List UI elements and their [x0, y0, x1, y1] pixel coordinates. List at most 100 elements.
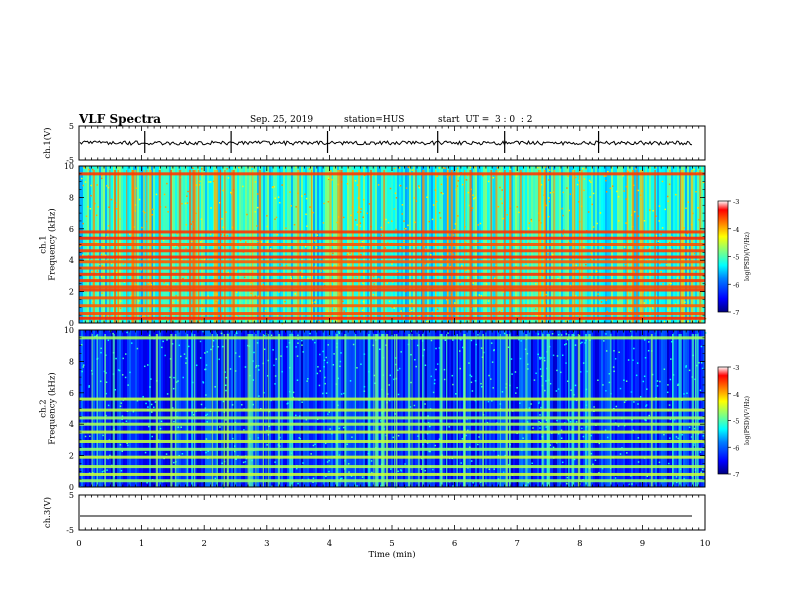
ch1-spectrogram-speckle — [566, 187, 568, 189]
ch1-spectrogram-speckle — [600, 301, 603, 303]
ch2-spectrogram-speckle — [667, 384, 669, 386]
ch2-spectrogram-speckle — [338, 332, 340, 335]
ch2-spectrogram-column — [83, 330, 86, 487]
ch2-spectrogram-column — [287, 330, 290, 487]
ch1-spectrogram-speckle — [567, 175, 569, 178]
ch2-spectrogram-column — [607, 330, 610, 487]
ch2-spectrogram-speckle — [119, 405, 122, 408]
ch1-spectrogram-speckle — [110, 198, 113, 201]
ch1-spectrogram-speckle — [209, 181, 212, 183]
ch2-spectrogram-speckle — [221, 345, 224, 348]
ch2-spectrogram-column — [265, 330, 268, 487]
ch2-spectrogram-column — [95, 330, 98, 487]
ch2-spectrogram-speckle — [514, 371, 517, 373]
ch2-spectrogram-speckle — [231, 437, 234, 440]
ch1-spectrogram-speckle — [598, 299, 601, 301]
ch1-spectrogram-speckle — [658, 220, 661, 222]
ch2-spectrogram-speckle — [328, 459, 330, 462]
ch1-spectrogram-speckle — [609, 187, 612, 190]
ch2-spectrogram-speckle — [173, 376, 175, 379]
ch1-spectrogram-speckle — [658, 205, 661, 207]
ch1-spectrogram-speckle — [306, 225, 308, 227]
ch2-spectrogram-column — [701, 330, 704, 487]
ch2-spectrogram-column — [581, 330, 584, 487]
ch2-spectrogram-column — [569, 330, 572, 487]
ch2-spectrogram-speckle — [256, 342, 259, 344]
ch2-spectrogram-speckle — [271, 485, 273, 488]
ch1-spectrogram-streak — [639, 170, 642, 323]
ch1-spectrogram-speckle — [396, 270, 399, 272]
ch1-spectrogram-speckle — [360, 245, 363, 247]
ch2-spectrogram-column — [147, 330, 150, 487]
ch1-spectrogram-speckle — [180, 258, 183, 261]
ch2-spectrogram-speckle — [460, 462, 462, 464]
ch2-spectrogram-speckle — [234, 370, 237, 372]
ch2-spectrogram-speckle — [430, 339, 433, 342]
ch1-spectrogram-speckle — [372, 275, 375, 278]
ch2-spectrogram-column — [591, 330, 594, 487]
ch1-spectrogram-streak — [446, 170, 448, 323]
ch1-spectrogram-speckle — [362, 198, 365, 201]
ch1-spectrogram-streak — [636, 170, 638, 323]
ch2-spectrogram-column — [645, 330, 648, 487]
ch2-spectrogram-column — [173, 330, 176, 487]
ch2-spectrogram-column — [231, 330, 234, 487]
ch1-spectrogram-speckle — [548, 169, 551, 171]
ch1-spectrogram-speckle — [551, 254, 554, 256]
ch1-spectrogram-speckle — [453, 228, 456, 231]
ch2-spectrogram-speckle — [420, 468, 423, 470]
ch1-spectrogram-speckle — [660, 233, 662, 236]
ch2-spectrogram-speckle — [241, 403, 243, 406]
ch1-spectrogram-speckle — [227, 271, 229, 274]
ch2-spectrogram-speckle — [409, 406, 412, 408]
ch2-spectrogram-speckle — [606, 436, 609, 439]
ch2-spectrogram-speckle — [613, 370, 615, 373]
ch2-spectrogram-column — [415, 330, 418, 487]
ch2-spectrogram-column — [537, 330, 540, 487]
ch2-spectrogram-speckle — [206, 351, 209, 353]
ch1-spectrogram-speckle — [407, 166, 410, 169]
ch1-spectrogram-speckle — [185, 247, 187, 250]
ch1-spectrogram-speckle — [583, 246, 585, 249]
ch1-spectrogram-speckle — [305, 213, 307, 216]
ch2-spectrogram-column — [187, 330, 190, 487]
ch1-spectrogram-speckle — [119, 218, 121, 220]
ch1-spectrogram-speckle — [585, 168, 587, 170]
ch2-spectrogram-column — [179, 330, 182, 487]
ch1-spectrogram-speckle — [254, 295, 257, 298]
ch1-spectrogram-streak — [329, 170, 332, 323]
ch1-spectrogram-speckle — [83, 167, 86, 169]
ch1-spectrogram-speckle — [368, 203, 371, 205]
ch2-spectrogram-speckle — [105, 381, 108, 384]
ch2-spectrogram-column — [337, 330, 340, 487]
ch1-spectrogram-speckle — [527, 227, 530, 229]
ch2-spectrogram-column — [389, 330, 392, 487]
ch2-spectrogram-speckle — [677, 384, 679, 386]
ch2-spectrogram-speckle — [356, 485, 358, 487]
ch2-spectrogram-speckle — [180, 426, 182, 428]
ch1-spectrogram-speckle — [227, 177, 230, 179]
x-axis-label: Time (min) — [368, 549, 415, 560]
ch1-spectrogram-speckle — [200, 218, 203, 220]
ch2-spectrogram-speckle — [467, 429, 469, 432]
ch2-spectrogram-column — [669, 330, 672, 487]
ch1-spectrogram-speckle — [479, 222, 482, 225]
ch2-spectrogram-column — [199, 330, 202, 487]
ch1-spectrogram-streak — [231, 170, 233, 323]
ch2-spectrogram-speckle — [566, 338, 569, 341]
ch2-spectrogram-speckle — [301, 344, 303, 346]
ch2-spectrogram-column — [563, 330, 566, 487]
ch2-spectrogram-speckle — [121, 450, 123, 452]
ch2-spectrogram-speckle — [292, 396, 295, 399]
ch1-spectrogram-speckle — [622, 174, 624, 177]
ch2-spectrogram-speckle — [426, 432, 429, 435]
ch2-spectrogram-column — [169, 330, 172, 487]
ch2-spectrogram-column — [89, 330, 92, 487]
ch2-spectrogram-column — [425, 330, 428, 487]
ch1-spectrogram-speckle — [562, 233, 564, 235]
ch2-spectrogram-speckle — [172, 387, 175, 390]
ch2-spectrogram-speckle — [516, 387, 518, 389]
ch1-spectrogram-speckle — [469, 166, 472, 169]
ch1-spectrogram-speckle — [401, 204, 404, 206]
ch2-spectrogram-speckle — [214, 477, 217, 480]
